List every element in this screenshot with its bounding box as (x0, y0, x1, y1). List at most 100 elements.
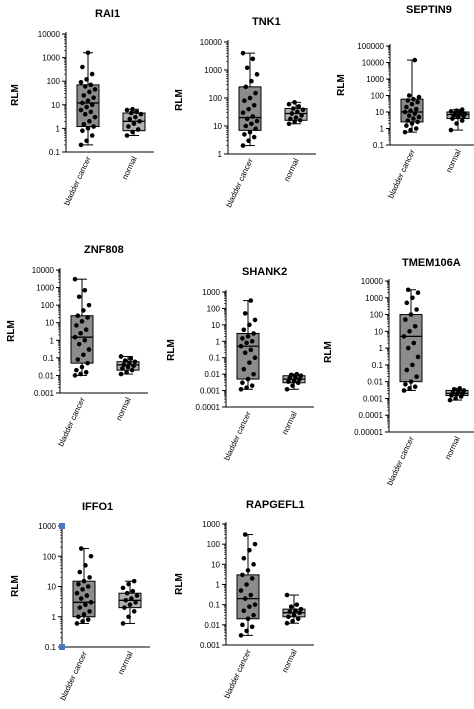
data-point (288, 604, 294, 609)
data-point (133, 114, 138, 120)
data-point (127, 360, 132, 366)
data-point (286, 101, 292, 107)
y-tick-label: 100 (370, 311, 384, 320)
data-point (124, 590, 130, 596)
panel-rapgefl1: RAPGEFL1 RLM 0.001 0.01 0.1 1 10 100 1000 bladder… (174, 499, 314, 700)
data-point (82, 287, 88, 293)
data-point (244, 116, 250, 122)
data-point (88, 600, 94, 605)
data-point (84, 593, 90, 598)
data-point (238, 633, 244, 638)
data-point (298, 606, 304, 612)
data-point (241, 366, 247, 372)
data-point (414, 307, 419, 312)
data-point (409, 121, 415, 126)
data-point (138, 111, 144, 117)
data-point (126, 614, 131, 620)
data-point (238, 343, 244, 349)
y-tick-label: 1000 (38, 522, 56, 531)
data-point (252, 355, 258, 361)
data-point (292, 119, 297, 125)
data-point (240, 50, 246, 56)
data-point (416, 114, 422, 120)
data-point (286, 121, 292, 127)
data-point (459, 118, 465, 123)
axis-handle (59, 523, 65, 529)
data-point (87, 609, 92, 614)
data-point (77, 605, 83, 610)
data-point (75, 313, 81, 319)
data-point (245, 568, 251, 573)
data-point (131, 363, 136, 369)
data-point (137, 118, 142, 124)
data-point (401, 388, 407, 393)
data-point (134, 593, 140, 598)
data-point (127, 602, 133, 608)
data-point (85, 98, 91, 103)
data-point (249, 624, 255, 630)
data-point (129, 367, 135, 373)
data-point (83, 370, 89, 375)
chart-title: SHANK2 (242, 266, 287, 278)
data-point (411, 116, 416, 121)
data-point (76, 614, 81, 620)
data-point (122, 358, 128, 363)
data-point (78, 79, 84, 85)
data-point (297, 610, 302, 615)
data-point (89, 102, 95, 108)
data-point (85, 126, 91, 131)
data-point (85, 584, 91, 589)
chart-title: RAI1 (95, 8, 120, 20)
data-point (126, 124, 131, 129)
y-tick-label: 10000 (38, 30, 61, 39)
data-point (78, 330, 83, 336)
y-axis-label: RLM (174, 573, 185, 595)
panel-tnk1: TNK1 RLM 1 10 100 1000 10000 bladder cancer norm… (174, 16, 316, 209)
y-tick-label: 0.001 (363, 394, 384, 403)
data-point (462, 111, 468, 116)
data-point (79, 364, 85, 370)
category-label: normal (280, 410, 299, 436)
data-point (130, 129, 135, 135)
y-tick-label: 1 (379, 344, 384, 353)
data-point (250, 56, 256, 62)
y-tick-label: 0.1 (373, 141, 385, 150)
category-label: normal (282, 157, 301, 183)
data-point (291, 378, 297, 383)
data-point (251, 612, 256, 618)
data-point (408, 379, 414, 384)
category-label: bladder cancer (224, 157, 255, 209)
category-label: normal (114, 396, 133, 422)
data-point (130, 588, 136, 594)
box-bladder-cancer (236, 574, 260, 620)
data-point (249, 78, 254, 84)
data-point (249, 121, 254, 127)
data-point (92, 87, 98, 92)
data-point (79, 319, 85, 324)
data-point (87, 118, 92, 124)
data-point (131, 609, 137, 614)
data-point (451, 387, 457, 392)
data-point (81, 352, 86, 358)
data-point (286, 614, 291, 620)
data-point (291, 612, 297, 618)
y-tick-label: 0.01 (367, 378, 383, 387)
data-point (81, 612, 87, 617)
data-point (121, 362, 127, 368)
data-point (403, 317, 408, 322)
data-point (454, 108, 459, 113)
data-point (251, 134, 257, 140)
data-point (243, 84, 249, 90)
data-point (411, 96, 416, 102)
y-tick-label: 0.00001 (354, 428, 383, 437)
data-point (254, 118, 260, 124)
data-point (288, 372, 294, 378)
y-tick-label: 10000 (200, 38, 223, 47)
y-tick-label: 10 (213, 122, 222, 131)
data-point (241, 327, 247, 333)
data-point (295, 616, 301, 622)
data-point (77, 569, 83, 575)
data-point (248, 592, 254, 598)
data-point (133, 600, 138, 605)
data-point (128, 110, 134, 116)
